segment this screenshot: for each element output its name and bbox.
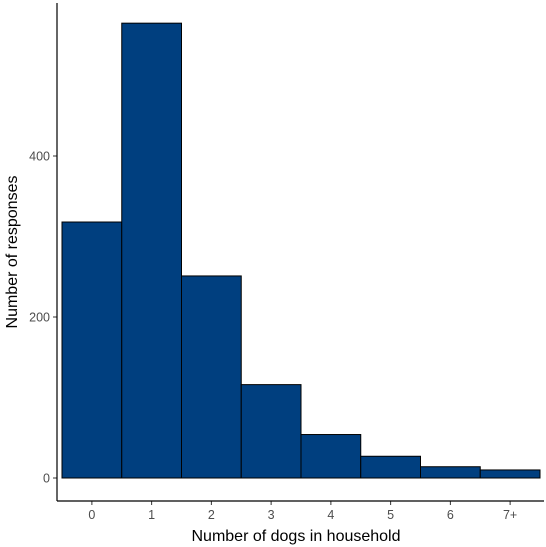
bars-group xyxy=(61,22,541,479)
bar-2 xyxy=(181,275,242,479)
x-tick-label: 5 xyxy=(387,508,394,522)
bar-3 xyxy=(240,384,302,479)
x-tick-label: 1 xyxy=(148,508,155,522)
x-tick-label: 7+ xyxy=(503,508,517,522)
y-axis-ticks: 0 200 400 xyxy=(29,150,57,486)
x-tick-label: 6 xyxy=(447,508,454,522)
bar-6 xyxy=(420,466,481,479)
y-tick-label: 400 xyxy=(29,150,50,164)
x-tick-label: 2 xyxy=(208,508,215,522)
bar-5 xyxy=(360,455,421,479)
x-tick-label: 3 xyxy=(268,508,275,522)
bar-0 xyxy=(61,221,123,479)
y-tick-label: 0 xyxy=(43,472,50,486)
x-tick-label: 4 xyxy=(327,508,334,522)
y-axis-title: Number of responses xyxy=(4,176,21,329)
x-tick-label: 0 xyxy=(88,508,95,522)
bar-1 xyxy=(121,22,182,479)
bar-4 xyxy=(300,434,362,479)
x-axis-title: Number of dogs in household xyxy=(191,528,400,545)
bar-7plus xyxy=(479,469,541,479)
x-axis-ticks: 0 1 2 3 4 5 6 7+ xyxy=(88,501,517,522)
y-tick-label: 200 xyxy=(29,311,50,325)
